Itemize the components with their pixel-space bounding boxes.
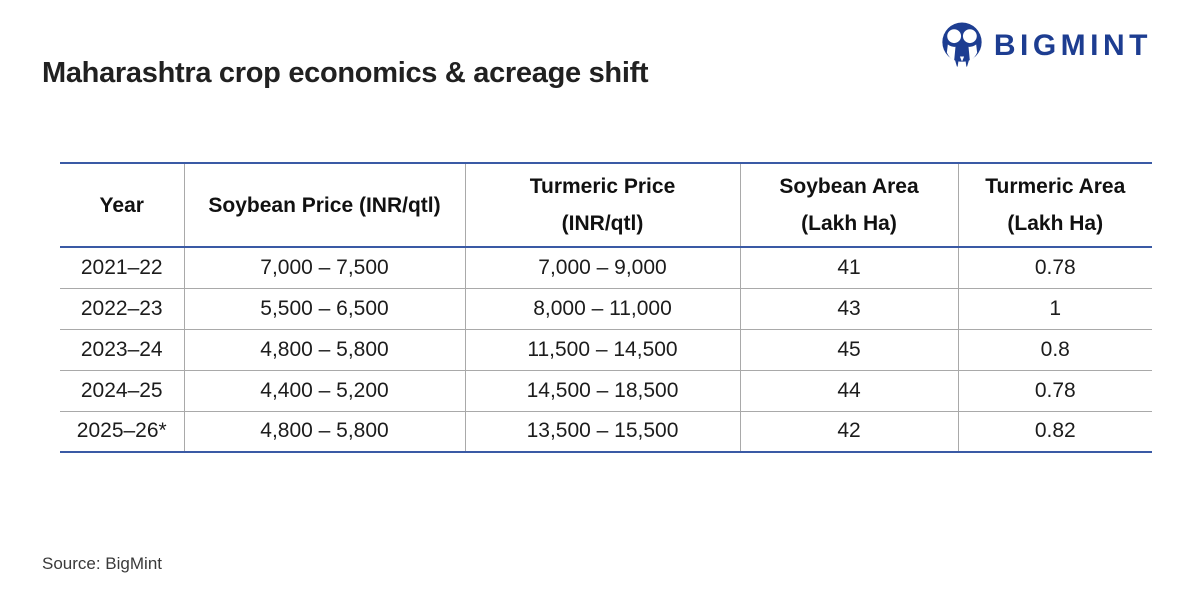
cell-soybean-area: 42 bbox=[739, 411, 958, 453]
cell-year: 2024–25 bbox=[60, 370, 184, 412]
cell-turmeric-price: 14,500 – 18,500 bbox=[464, 370, 740, 412]
cell-turmeric-area: 0.82 bbox=[957, 411, 1152, 453]
cell-turmeric-price: 13,500 – 15,500 bbox=[464, 411, 740, 453]
column-header-turmeric-price: Turmeric Price (INR/qtl) bbox=[464, 162, 740, 248]
column-header-turmeric-area: Turmeric Area (Lakh Ha) bbox=[957, 162, 1152, 248]
column-header-line: Turmeric Area bbox=[985, 175, 1126, 198]
column-header-line: (Lakh Ha) bbox=[801, 212, 897, 235]
brand-name: BIGMINT bbox=[993, 29, 1152, 62]
cell-soybean-area: 41 bbox=[739, 247, 958, 289]
cell-soybean-area: 45 bbox=[739, 329, 958, 371]
page-title: Maharashtra crop economics & acreage shi… bbox=[42, 57, 649, 89]
table-row: 2023–24 4,800 – 5,800 11,500 – 14,500 45… bbox=[60, 329, 1152, 371]
cell-soybean-area: 43 bbox=[739, 288, 958, 330]
column-header-line: (INR/qtl) bbox=[561, 212, 644, 235]
cell-soybean-price: 4,800 – 5,800 bbox=[183, 411, 465, 453]
table-row: 2022–23 5,500 – 6,500 8,000 – 11,000 43 … bbox=[60, 288, 1152, 330]
column-header-line: Soybean Price (INR/qtl) bbox=[208, 193, 441, 217]
cell-turmeric-price: 8,000 – 11,000 bbox=[464, 288, 740, 330]
column-header-line: Turmeric Price bbox=[529, 175, 676, 198]
column-header-soybean-area: Soybean Area (Lakh Ha) bbox=[739, 162, 958, 248]
table-row: 2021–22 7,000 – 7,500 7,000 – 9,000 41 0… bbox=[60, 247, 1152, 289]
cell-turmeric-area: 0.78 bbox=[957, 247, 1152, 289]
cell-turmeric-area: 0.8 bbox=[957, 329, 1152, 371]
cell-turmeric-area: 0.78 bbox=[957, 370, 1152, 412]
cell-soybean-price: 7,000 – 7,500 bbox=[183, 247, 465, 289]
column-header-line: Soybean Area bbox=[779, 175, 919, 198]
table-row: 2025–26* 4,800 – 5,800 13,500 – 15,500 4… bbox=[60, 411, 1152, 453]
cell-soybean-area: 44 bbox=[739, 370, 958, 412]
cell-year: 2023–24 bbox=[60, 329, 184, 371]
header-row: Year Soybean Price (INR/qtl) Turmeric Pr… bbox=[60, 162, 1152, 248]
cell-year: 2021–22 bbox=[60, 247, 184, 289]
column-header-soybean-price: Soybean Price (INR/qtl) bbox=[183, 162, 465, 248]
cell-turmeric-price: 7,000 – 9,000 bbox=[464, 247, 740, 289]
cell-turmeric-price: 11,500 – 14,500 bbox=[464, 329, 740, 371]
column-header-line: (Lakh Ha) bbox=[1007, 212, 1104, 235]
cell-year: 2025–26* bbox=[60, 411, 184, 453]
table-row: 2024–25 4,400 – 5,200 14,500 – 18,500 44… bbox=[60, 370, 1152, 412]
cell-soybean-price: 4,800 – 5,800 bbox=[183, 329, 465, 371]
brand-logo: BIGMINT bbox=[939, 22, 1152, 68]
column-header-year: Year bbox=[60, 162, 184, 248]
column-header-line: Year bbox=[99, 193, 144, 217]
source-caption: Source: BigMint bbox=[42, 554, 162, 573]
bigmint-logo-icon bbox=[942, 22, 982, 67]
cell-soybean-price: 5,500 – 6,500 bbox=[183, 288, 465, 330]
cell-soybean-price: 4,400 – 5,200 bbox=[183, 370, 465, 412]
crop-economics-table: Year Soybean Price (INR/qtl) Turmeric Pr… bbox=[60, 162, 1152, 453]
table-container: Year Soybean Price (INR/qtl) Turmeric Pr… bbox=[60, 162, 1152, 453]
cell-turmeric-area: 1 bbox=[957, 288, 1152, 330]
cell-year: 2022–23 bbox=[60, 288, 184, 330]
